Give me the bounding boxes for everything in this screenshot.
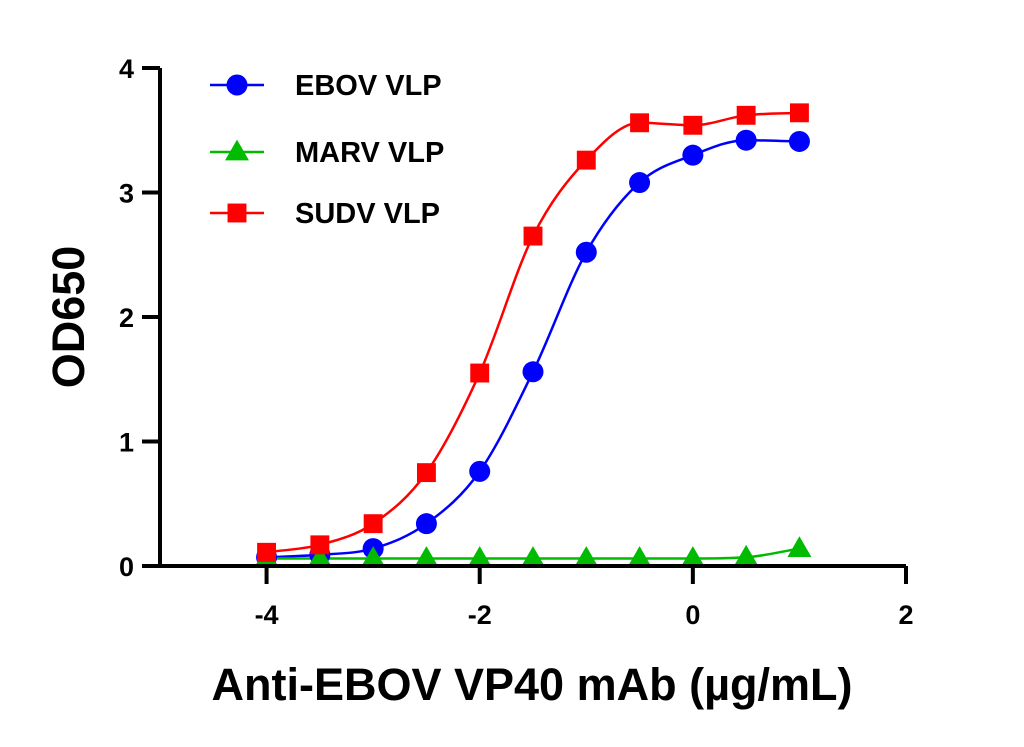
data-point <box>523 226 543 246</box>
y-tick-label: 0 <box>119 552 134 582</box>
data-point <box>416 463 436 483</box>
legend-marker <box>227 203 247 223</box>
data-point <box>683 115 703 135</box>
axis-ticks: 0 1 2 3 4 -4 -2 0 2 <box>119 54 914 630</box>
data-point <box>627 546 652 567</box>
data-markers <box>254 103 812 568</box>
legend-label: MARV VLP <box>295 137 444 169</box>
data-point <box>736 105 756 125</box>
y-tick-label: 3 <box>119 179 134 209</box>
x-tick-label: -2 <box>468 600 492 630</box>
data-point <box>361 546 386 567</box>
data-point <box>414 546 439 567</box>
legend: EBOV VLP MARV VLP SUDV VLP <box>210 70 444 230</box>
x-tick-label: 2 <box>898 600 913 630</box>
data-point <box>576 150 596 170</box>
data-point <box>734 544 759 566</box>
data-point <box>630 113 650 133</box>
data-point <box>307 546 332 567</box>
data-point <box>363 514 383 534</box>
series-curve-3 <box>266 111 800 554</box>
data-point <box>467 546 492 567</box>
data-point <box>521 546 545 567</box>
data-point <box>310 535 330 555</box>
x-tick-label: -4 <box>255 600 279 630</box>
legend-marker <box>225 139 249 161</box>
data-point <box>257 542 277 562</box>
y-tick-label: 4 <box>119 54 134 84</box>
legend-label: EBOV VLP <box>295 70 442 102</box>
y-tick-label: 1 <box>119 428 134 458</box>
data-point <box>735 129 757 151</box>
y-axis-title: OD650 <box>43 246 94 389</box>
data-point <box>629 172 651 194</box>
data-point <box>787 536 812 557</box>
x-tick-label: 0 <box>685 600 700 630</box>
data-point <box>470 363 490 383</box>
data-point <box>682 144 704 166</box>
y-tick-label: 2 <box>119 303 134 333</box>
data-point <box>788 130 810 152</box>
data-point <box>522 361 544 383</box>
data-point <box>469 460 491 482</box>
legend-marker <box>226 74 248 96</box>
x-axis-title: Anti-EBOV VP40 mAb (µg/mL) <box>212 659 853 710</box>
data-point <box>680 546 705 567</box>
data-point <box>415 513 437 535</box>
data-point <box>789 103 809 123</box>
data-point <box>574 546 599 567</box>
data-point <box>575 241 597 263</box>
legend-label: SUDV VLP <box>295 198 440 230</box>
fitted-curves <box>266 111 800 560</box>
